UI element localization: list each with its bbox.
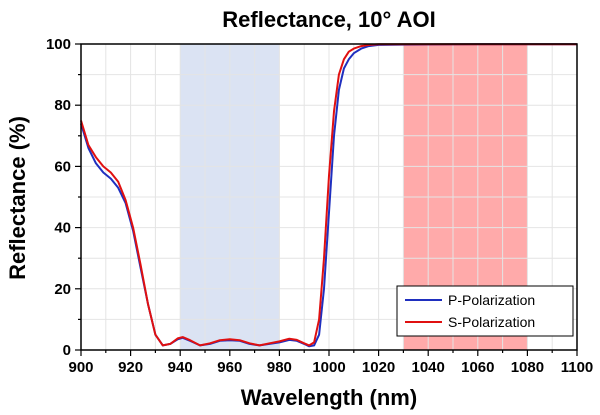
- y-tick-label: 0: [63, 342, 71, 359]
- x-tick-label: 1060: [461, 359, 494, 376]
- legend-label-s-polarization: S-Polarization: [448, 314, 535, 330]
- x-tick-label: 1040: [412, 359, 445, 376]
- x-axis-title: Wavelength (nm): [241, 385, 417, 410]
- y-tick-label: 60: [54, 158, 71, 175]
- x-tick-label: 1100: [561, 359, 594, 376]
- axis-ticks: [75, 43, 578, 356]
- y-tick-labels: 0 20 40 60 80 100: [46, 36, 71, 359]
- x-tick-label: 980: [267, 359, 292, 376]
- x-tick-label: 940: [168, 359, 193, 376]
- y-tick-label: 20: [54, 281, 71, 298]
- x-tick-label: 900: [68, 359, 93, 376]
- chart-title: Reflectance, 10° AOI: [222, 7, 435, 32]
- legend-box: [396, 285, 574, 337]
- y-tick-label: 80: [54, 97, 71, 114]
- x-tick-label: 1080: [511, 359, 544, 376]
- x-tick-label: 920: [118, 359, 143, 376]
- data-series: [80, 43, 577, 348]
- x-tick-labels: 900 920 940 960 980 1000 1020 1040 1060 1080 1100: [68, 359, 593, 376]
- series-line-s-polarization: [80, 43, 577, 347]
- y-axis-title: Reflectance (%): [5, 116, 30, 280]
- legend: P-Polarization S-Polarization: [396, 285, 574, 337]
- x-tick-label: 960: [217, 359, 242, 376]
- x-tick-label: 1000: [312, 359, 345, 376]
- legend-label-p-polarization: P-Polarization: [448, 292, 535, 308]
- y-tick-label: 100: [46, 36, 71, 53]
- x-tick-label: 1020: [362, 359, 395, 376]
- y-tick-label: 40: [54, 220, 71, 237]
